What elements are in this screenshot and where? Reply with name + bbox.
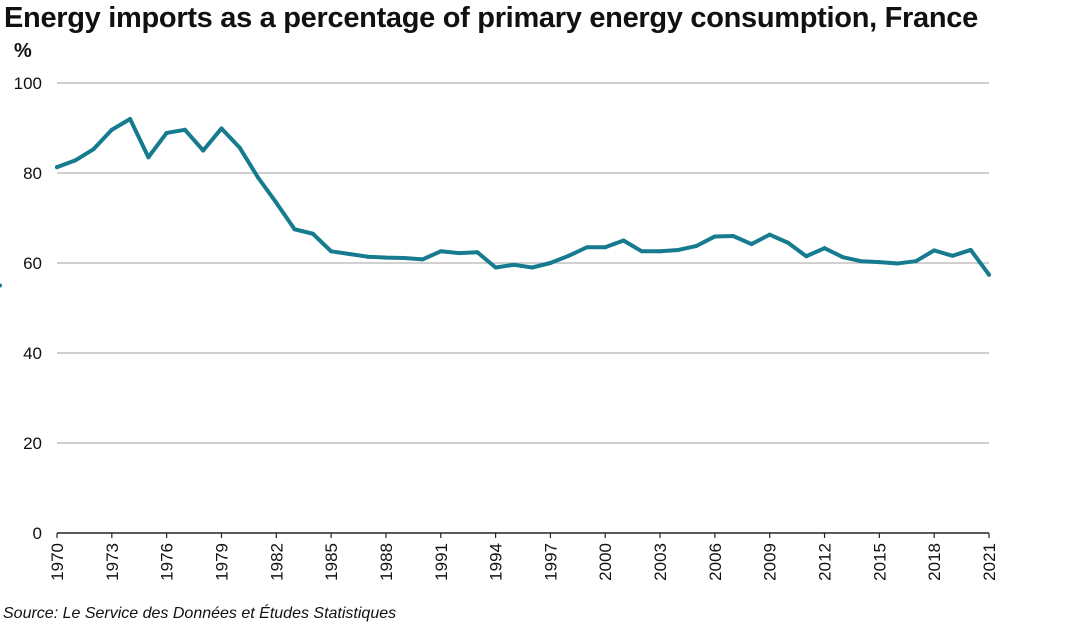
data-point: [164, 130, 169, 135]
data-point: [895, 261, 900, 266]
data-point: [530, 265, 535, 270]
data-point: [310, 231, 315, 236]
y-tick-label: 80: [23, 164, 42, 183]
x-tick-label: 1979: [212, 543, 231, 581]
data-point: [402, 256, 407, 261]
data-point: [201, 148, 206, 153]
y-tick-label: 20: [23, 434, 42, 453]
gridlines: [57, 82, 989, 534]
y-tick-label: 100: [14, 74, 42, 93]
data-point: [987, 272, 991, 277]
x-tick-label: 2012: [816, 543, 835, 581]
x-tick-label: 2000: [596, 543, 615, 581]
data-point: [146, 155, 151, 160]
y-tick-label: 40: [23, 344, 42, 363]
data-point: [548, 261, 553, 265]
series-line: [55, 117, 991, 277]
data-point: [804, 254, 809, 259]
data-point: [438, 249, 443, 254]
x-tick-label: 1994: [487, 543, 506, 581]
data-point: [785, 240, 790, 245]
data-point: [109, 127, 114, 132]
data-point: [383, 255, 388, 260]
data-point: [0, 283, 2, 288]
data-point: [128, 117, 133, 121]
x-tick-label: 2003: [651, 543, 670, 581]
data-points: [0, 117, 991, 288]
data-point: [475, 250, 480, 255]
data-point: [731, 234, 736, 238]
data-point: [55, 165, 59, 170]
data-point: [932, 248, 937, 253]
data-point: [584, 245, 589, 250]
data-point: [182, 127, 187, 132]
data-point: [292, 227, 297, 232]
data-point: [73, 158, 78, 163]
data-point: [91, 147, 96, 152]
x-tick-label: 1973: [103, 543, 122, 581]
data-point: [219, 126, 224, 131]
x-axis-tick-labels: 1970 1973 1976 1979 1982 1985 1988 1991 1994 1997…: [48, 533, 999, 581]
data-point: [639, 249, 644, 254]
data-point: [658, 249, 663, 254]
source-note: Source: Le Service des Données et Études…: [3, 605, 397, 622]
x-tick-label: 2018: [925, 543, 944, 581]
x-tick-label: 1997: [541, 543, 560, 581]
data-point: [913, 259, 918, 264]
data-point: [676, 247, 681, 252]
data-point: [274, 200, 279, 205]
data-point: [822, 246, 827, 251]
data-point: [694, 243, 699, 248]
data-point: [420, 257, 425, 262]
y-axis-tick-labels: 0 20 40 60 80 100: [14, 74, 42, 543]
x-tick-label: 1982: [267, 543, 286, 581]
data-point: [840, 255, 845, 260]
data-point: [859, 259, 864, 264]
data-point: [712, 234, 717, 239]
x-tick-label: 2009: [761, 543, 780, 581]
y-axis-unit-label: %: [14, 40, 32, 62]
data-point: [237, 145, 242, 150]
data-point: [566, 253, 571, 258]
chart-title: Energy imports as a percentage of primar…: [4, 2, 978, 34]
x-tick-label: 1991: [432, 543, 451, 581]
x-tick-label: 2015: [870, 543, 889, 581]
data-point: [347, 252, 352, 256]
data-point: [603, 245, 608, 250]
data-point: [365, 254, 370, 259]
data-point: [256, 175, 261, 180]
data-point: [493, 265, 498, 270]
x-tick-label: 2021: [980, 543, 999, 581]
data-point: [457, 251, 462, 256]
data-point: [621, 238, 626, 243]
data-point: [749, 242, 754, 247]
x-tick-label: 1988: [377, 543, 396, 581]
y-tick-label: 0: [33, 524, 42, 543]
x-tick-label: 1976: [158, 543, 177, 581]
data-point: [968, 247, 973, 252]
x-tick-label: 1985: [322, 543, 341, 581]
data-point: [511, 262, 516, 267]
series-layer: [55, 117, 991, 277]
data-point: [329, 249, 334, 254]
x-tick-label: 1970: [48, 543, 67, 581]
data-point: [950, 253, 955, 258]
x-tick-label: 2006: [706, 543, 725, 581]
data-point: [767, 232, 772, 237]
data-point: [877, 260, 882, 265]
y-tick-label: 60: [23, 254, 42, 273]
